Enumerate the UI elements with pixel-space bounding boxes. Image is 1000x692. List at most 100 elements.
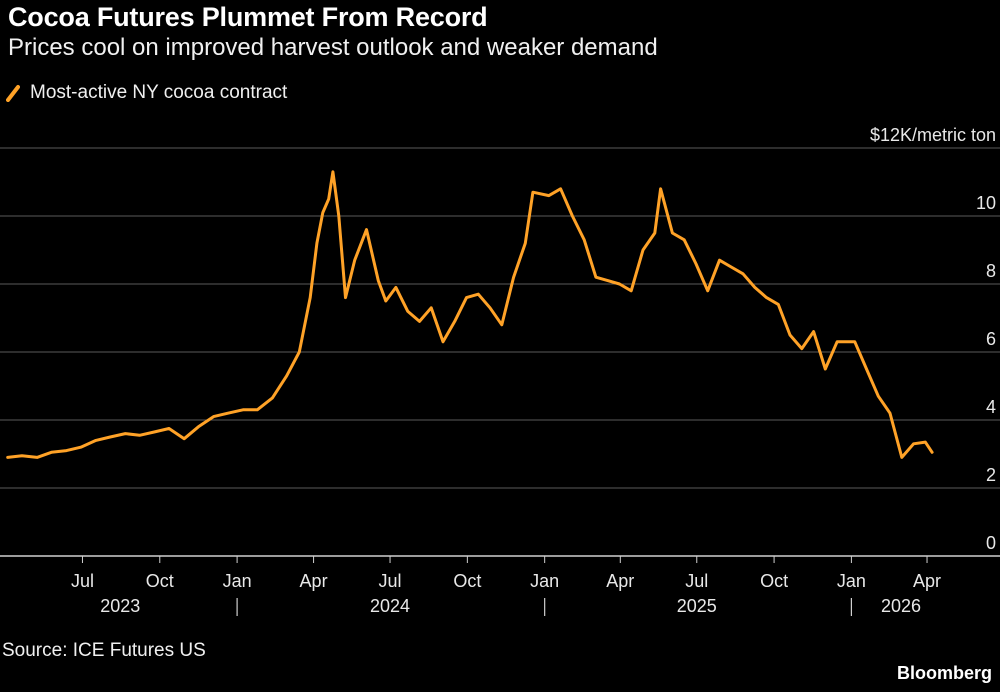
data-point	[824, 367, 827, 371]
data-point	[865, 367, 868, 371]
data-point	[718, 259, 721, 262]
data-point	[331, 170, 335, 173]
data-point	[853, 340, 856, 343]
x-tick-label: Apr	[606, 571, 634, 591]
data-point	[765, 296, 768, 299]
series-group	[6, 170, 934, 459]
chart-title: Cocoa Futures Plummet From Record	[8, 2, 488, 32]
x-axis: Jul Oct Jan Apr Jul Oct Jan Apr Jul Oct Jan Apr 2023…	[71, 556, 941, 616]
data-point	[930, 451, 934, 454]
data-point	[309, 296, 312, 299]
data-point	[384, 299, 387, 303]
data-point	[912, 442, 915, 445]
data-point	[583, 238, 586, 241]
data-point	[888, 412, 892, 415]
data-point	[226, 412, 230, 415]
data-point	[500, 323, 503, 326]
data-point	[531, 191, 535, 194]
y-tick-label: 4	[986, 397, 996, 417]
bloomberg-logo: Bloomberg	[896, 663, 992, 683]
data-point	[418, 320, 421, 323]
data-point	[559, 187, 562, 190]
chart-subtitle: Prices cool on improved harvest outlook …	[8, 34, 658, 61]
data-point	[315, 242, 319, 245]
data-point	[430, 306, 433, 309]
data-point	[6, 456, 9, 459]
y-tick-label: 8	[986, 261, 996, 281]
data-point	[271, 396, 274, 400]
data-point	[512, 276, 515, 279]
data-point	[353, 259, 356, 262]
data-point	[694, 262, 698, 265]
data-point	[298, 350, 301, 354]
data-point	[618, 282, 621, 286]
source-note: Source: ICE Futures US	[2, 640, 206, 661]
data-point	[138, 434, 141, 437]
data-point	[406, 310, 409, 313]
x-tick-label: Jan	[530, 571, 559, 591]
y-tick-label: 2	[986, 465, 996, 485]
data-point	[65, 449, 68, 452]
data-point	[547, 194, 551, 197]
data-point	[630, 289, 633, 292]
data-point	[377, 279, 380, 282]
y-tick-label: 6	[986, 329, 996, 349]
data-point	[327, 197, 330, 201]
data-point	[212, 415, 215, 418]
data-point	[924, 440, 927, 444]
data-point	[321, 211, 324, 214]
x-tick-label: Apr	[300, 571, 328, 591]
y-tick-label: $12K/metric ton	[870, 125, 996, 145]
x-tick-label: Oct	[453, 571, 481, 591]
data-point	[167, 427, 171, 430]
legend-swatch-icon	[6, 85, 20, 102]
x-tick-label: Apr	[913, 571, 941, 591]
year-label: 2023	[100, 596, 140, 616]
data-point	[441, 340, 445, 343]
y-axis: 0 2 4 6 8 10 $12K/metric ton	[870, 125, 996, 553]
data-point	[35, 456, 39, 459]
data-point	[606, 279, 609, 282]
x-tick-label: Oct	[146, 571, 174, 591]
data-point	[571, 214, 574, 218]
year-label: 2024	[370, 596, 410, 616]
data-point	[256, 408, 259, 411]
data-point	[753, 286, 756, 289]
data-point	[730, 265, 733, 269]
data-point	[671, 231, 674, 235]
year-label: 2025	[677, 596, 717, 616]
data-point	[741, 272, 745, 275]
x-tick-label: Jan	[223, 571, 252, 591]
data-point	[183, 437, 186, 440]
gridlines	[0, 147, 1000, 557]
data-point	[877, 395, 880, 398]
data-point	[706, 289, 709, 292]
data-point	[394, 286, 398, 289]
x-tick-label: Jul	[71, 571, 94, 591]
data-point	[124, 432, 127, 435]
data-point	[365, 228, 368, 231]
data-point	[488, 306, 492, 309]
x-tick-label: Jan	[837, 571, 866, 591]
data-point	[241, 408, 245, 411]
y-tick-label: 10	[976, 193, 996, 213]
data-point	[153, 430, 156, 434]
data-point	[900, 456, 903, 459]
data-point	[524, 242, 527, 245]
data-point	[683, 238, 686, 241]
data-point	[641, 248, 645, 252]
data-point	[109, 435, 112, 439]
data-point	[777, 303, 780, 306]
data-point	[50, 451, 53, 454]
data-point	[94, 439, 98, 442]
data-point	[197, 425, 200, 428]
data-point	[788, 333, 792, 337]
data-point	[20, 454, 24, 457]
data-point	[477, 293, 480, 296]
legend: Most-active NY cocoa contract	[6, 82, 287, 104]
x-tick-label: Oct	[760, 571, 788, 591]
series-line	[6, 170, 934, 459]
data-point	[285, 374, 288, 377]
data-point	[835, 340, 839, 343]
